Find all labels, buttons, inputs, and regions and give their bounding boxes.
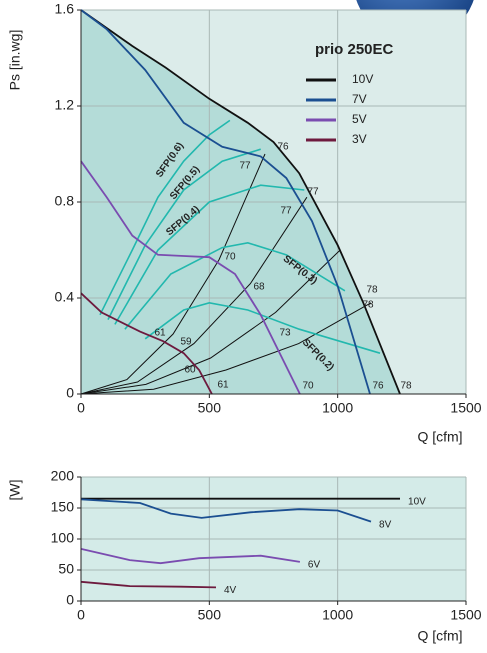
x-tick-label: 1500 — [450, 400, 481, 416]
y-axis-label: Ps [in.wg] — [7, 30, 23, 91]
noise-label: 77 — [280, 206, 292, 217]
plots: 0 500 1000 150000.40.81.21.6SFP(0.6)SFP(0.5… — [7, 1, 482, 644]
noise-label: 70 — [224, 252, 236, 263]
series-label: 6V — [308, 560, 321, 571]
sfp-curve — [107, 148, 261, 320]
x-axis-label: Q [cfm] — [417, 429, 462, 445]
x-tick-label: 1000 — [322, 607, 353, 623]
system-curve — [80, 302, 372, 395]
sfp-curve — [99, 119, 231, 316]
y-tick-label: 100 — [51, 530, 75, 546]
series-line — [80, 580, 217, 589]
y-tick-label: 200 — [51, 468, 75, 484]
series-line — [80, 498, 372, 523]
system-curve — [80, 249, 341, 395]
noise-label: 70 — [302, 381, 314, 392]
legend-label: 3V — [352, 132, 367, 146]
noise-label: 78 — [362, 300, 374, 311]
x-tick-label: 1500 — [450, 607, 481, 623]
series-line — [80, 548, 301, 565]
y-tick-label: 0 — [66, 592, 74, 608]
noise-label: 78 — [400, 381, 412, 392]
noise-label: 77 — [239, 161, 251, 172]
x-tick-label: 0 — [77, 400, 85, 416]
series-line — [80, 292, 213, 395]
series-line — [80, 9, 401, 395]
y-tick-label: 0.4 — [55, 289, 75, 305]
x-tick-label: 1000 — [322, 400, 353, 416]
noise-label: 68 — [253, 282, 265, 293]
y-tick-label: 0 — [66, 385, 74, 401]
legend-label: 7V — [352, 92, 367, 106]
series-line — [80, 9, 371, 395]
y-tick-label: 150 — [51, 499, 75, 515]
y-tick-label: 0.8 — [55, 193, 75, 209]
sfp-curve — [114, 184, 305, 325]
noise-label: 73 — [279, 328, 291, 339]
noise-label: 61 — [217, 380, 229, 391]
noise-label: 60 — [184, 365, 196, 376]
series-label: 8V — [379, 519, 392, 530]
noise-label: 78 — [366, 285, 378, 296]
x-tick-label: 500 — [198, 400, 222, 416]
system-curve — [80, 196, 308, 395]
y-tick-label: 1.6 — [55, 1, 75, 17]
noise-label: 77 — [307, 187, 319, 198]
y-tick-label: 1.2 — [55, 97, 75, 113]
x-axis-label: Q [cfm] — [417, 628, 462, 644]
x-tick-label: 500 — [198, 607, 222, 623]
y-tick-label: 50 — [58, 561, 74, 577]
system-curve — [80, 153, 266, 395]
series-label: 4V — [224, 585, 237, 596]
noise-label: 61 — [154, 328, 166, 339]
series-label: 10V — [408, 496, 426, 507]
x-tick-label: 0 — [77, 607, 85, 623]
series-line — [80, 160, 301, 395]
noise-label: 76 — [372, 381, 384, 392]
y-axis-label: [W] — [7, 480, 23, 501]
sfp-curve — [144, 301, 381, 354]
noise-label: 59 — [180, 337, 192, 348]
sfp-curve — [124, 241, 346, 330]
noise-label: 76 — [277, 142, 289, 153]
legend-label: 5V — [352, 112, 367, 126]
chart-title: prio 250EC — [315, 41, 394, 58]
legend-label: 10V — [352, 72, 373, 86]
